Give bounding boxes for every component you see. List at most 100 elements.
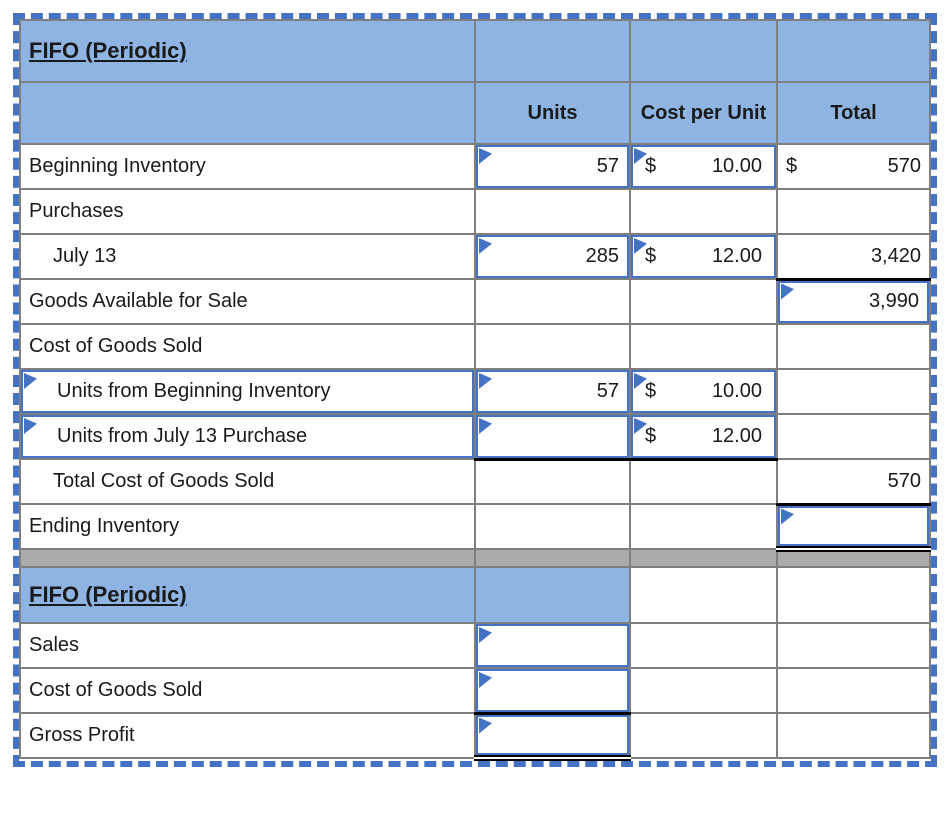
table-row: FIFO (Periodic) [19, 19, 931, 83]
cost-per-unit-cell: $ 12.00 [629, 233, 778, 280]
row-label: Ending Inventory [19, 503, 476, 550]
cost-per-unit-input[interactable]: $ 12.00 [632, 416, 775, 456]
currency-symbol: $ [645, 245, 657, 267]
cell-flag-icon [479, 418, 492, 434]
cell-flag-icon [479, 672, 492, 688]
empty-cell [474, 323, 631, 370]
row-label: July 13 [19, 233, 476, 280]
fifo-worksheet: FIFO (Periodic) Units Cost per Unit Tota… [19, 19, 931, 761]
row-label: Sales [19, 622, 476, 669]
empty-cell [474, 566, 631, 624]
section-title: FIFO (Periodic) [19, 19, 476, 83]
column-header-units: Units [474, 81, 631, 145]
separator-cell [776, 548, 931, 568]
cost-per-unit-cell: $ 10.00 [629, 143, 778, 190]
units-input[interactable]: 57 [477, 371, 628, 412]
empty-cell [776, 667, 931, 714]
row-label-select[interactable]: Units from Beginning Inventory [22, 371, 473, 412]
separator-cell [19, 548, 476, 568]
row-label: Purchases [19, 188, 476, 235]
currency-symbol: $ [645, 424, 657, 447]
cost-per-unit-input[interactable]: $ 12.00 [632, 236, 775, 277]
table-row: Ending Inventory [19, 503, 931, 552]
units-value: 285 [585, 245, 619, 267]
total-cell: 570 [776, 458, 931, 506]
separator-cell [474, 548, 631, 568]
section-title: FIFO (Periodic) [19, 566, 476, 624]
cost-per-unit-value: 10.00 [711, 155, 762, 177]
cell-flag-icon [781, 508, 794, 525]
units-input[interactable]: 57 [477, 146, 628, 187]
table-row: Gross Profit [19, 712, 931, 761]
units-value: 57 [596, 380, 619, 402]
empty-cell [776, 323, 931, 370]
empty-cell [629, 503, 778, 550]
empty-cell [776, 413, 931, 460]
cell-flag-icon [479, 627, 492, 643]
units-cell: 285 [474, 233, 631, 280]
table-row: Purchases [19, 188, 931, 235]
column-header-cost-per-unit: Cost per Unit [629, 81, 778, 145]
units-cell: 57 [474, 143, 631, 190]
empty-cell [474, 458, 631, 505]
selection-marquee-border: FIFO (Periodic) Units Cost per Unit Tota… [13, 13, 937, 767]
row-label: Total Cost of Goods Sold [19, 458, 476, 505]
cell-flag-icon [479, 148, 492, 164]
total-value: 3,990 [868, 290, 919, 313]
table-row: Units from July 13 Purchase $ 12.00 [19, 413, 931, 461]
cost-per-unit-cell: $ 12.00 [629, 413, 778, 461]
row-label: Beginning Inventory [19, 143, 476, 190]
cost-of-goods-sold-input[interactable] [477, 670, 628, 710]
currency-symbol: $ [645, 155, 657, 177]
amount-cell [474, 712, 631, 761]
table-row: July 13 285 $ 12.00 3,420 [19, 233, 931, 281]
total-cell: 3,990 [776, 278, 931, 325]
units-input[interactable] [477, 416, 628, 456]
empty-cell [474, 188, 631, 235]
units-input[interactable]: 285 [477, 236, 628, 277]
total-input[interactable]: 3,990 [779, 281, 928, 322]
table-row: Cost of Goods Sold [19, 323, 931, 370]
total-cell: 3,420 [776, 233, 931, 281]
table-row: Units from Beginning Inventory 57 $ 10.0… [19, 368, 931, 415]
separator-row [19, 548, 931, 568]
total-cell [776, 503, 931, 552]
empty-cell [474, 19, 631, 83]
empty-cell [629, 667, 778, 714]
empty-cell [776, 712, 931, 759]
row-label: Units from Beginning Inventory [57, 380, 331, 402]
table-row: Cost of Goods Sold [19, 667, 931, 715]
cost-per-unit-input[interactable]: $ 10.00 [632, 371, 775, 412]
amount-cell [474, 667, 631, 715]
row-label: Units from July 13 Purchase [57, 425, 308, 447]
table-row: Goods Available for Sale 3,990 [19, 278, 931, 325]
cost-per-unit-cell: $ 10.00 [629, 368, 778, 415]
row-label: Cost of Goods Sold [19, 323, 476, 370]
row-label: Gross Profit [19, 712, 476, 759]
empty-cell [776, 188, 931, 235]
gross-profit-input[interactable] [477, 715, 628, 752]
cell-flag-icon [479, 373, 492, 389]
empty-cell [19, 81, 476, 145]
table-row: Units Cost per Unit Total [19, 81, 931, 145]
cell-flag-icon [24, 418, 37, 434]
empty-cell [629, 712, 778, 759]
cost-per-unit-value: 12.00 [711, 245, 762, 267]
table-row: Beginning Inventory 57 $ 10.00 $ 570 [19, 143, 931, 190]
units-cell [474, 413, 631, 461]
total-input[interactable] [779, 506, 928, 543]
row-label-cell: Units from Beginning Inventory [19, 368, 476, 415]
row-label: Goods Available for Sale [19, 278, 476, 325]
cost-per-unit-value: 12.00 [711, 424, 762, 447]
row-label-select[interactable]: Units from July 13 Purchase [22, 416, 473, 457]
sales-input[interactable] [477, 625, 628, 666]
empty-cell [629, 458, 778, 505]
table-row: Total Cost of Goods Sold 570 [19, 458, 931, 506]
cost-per-unit-input[interactable]: $ 10.00 [632, 146, 775, 187]
empty-cell [776, 566, 931, 624]
cell-flag-icon [479, 717, 492, 734]
empty-cell [629, 19, 778, 83]
empty-cell [474, 278, 631, 325]
cell-flag-icon [24, 373, 37, 389]
empty-cell [629, 278, 778, 325]
